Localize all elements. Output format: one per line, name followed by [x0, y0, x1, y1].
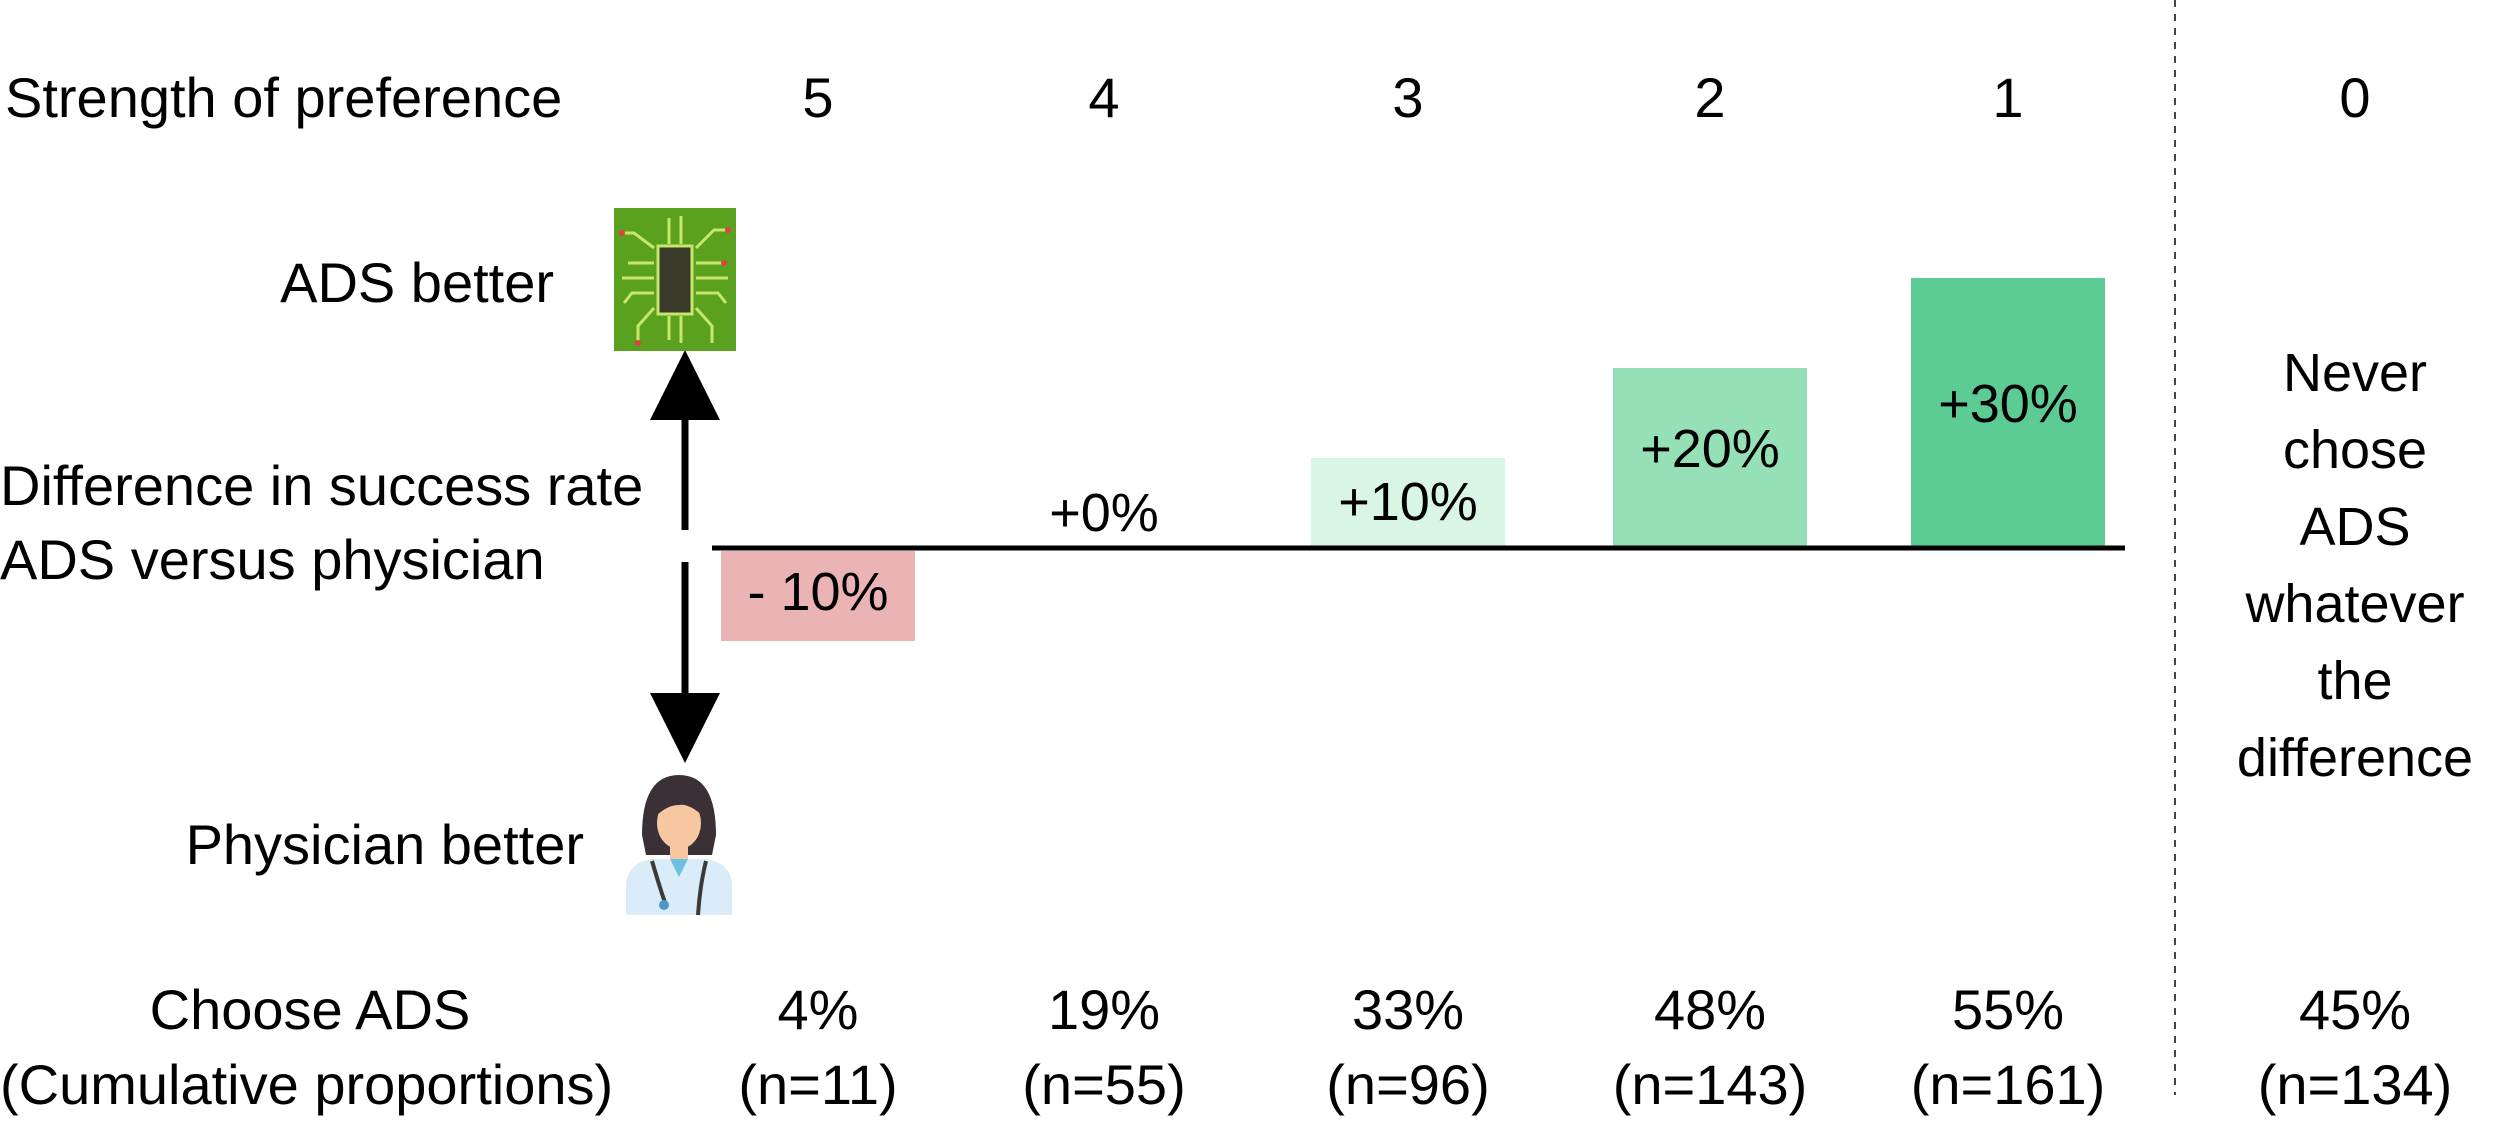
bar: [1911, 278, 2105, 548]
chip-icon: [614, 208, 736, 351]
bar-data-label: +10%: [1338, 472, 1478, 532]
never-chose-line: difference: [2236, 728, 2474, 788]
cumulative-percent-label: 48%: [1653, 978, 1767, 1041]
category-label: 4: [1088, 66, 1120, 129]
count-label: (n=11): [738, 1053, 898, 1116]
count-label: (n=96): [1326, 1053, 1490, 1116]
strength-of-preference-label: Strength of preference: [5, 66, 563, 129]
category-label: 2: [1694, 66, 1726, 129]
cumulative-percent-label: 45%: [2298, 978, 2412, 1041]
choose-ads-label-line1: Choose ADS: [149, 978, 471, 1041]
bar: [1613, 368, 1807, 548]
bar-data-label: +0%: [1049, 483, 1159, 543]
physician-icon: [626, 775, 732, 915]
count-label: (n=55): [1022, 1053, 1186, 1116]
difference-label-line1: Difference in success rate: [0, 454, 644, 517]
count-label: (n=161): [1910, 1053, 2106, 1116]
count-label: (n=143): [1612, 1053, 1808, 1116]
category-label: 5: [802, 66, 834, 129]
never-chose-line: the: [2317, 651, 2393, 711]
never-chose-line: Never: [2282, 343, 2428, 403]
count-label: (n=134): [2257, 1053, 2453, 1116]
category-label: 3: [1392, 66, 1424, 129]
ads-better-label: ADS better: [280, 251, 554, 314]
never-chose-line: whatever: [2245, 574, 2465, 634]
category-label: 1: [1992, 66, 2024, 129]
cumulative-percent-label: 33%: [1351, 978, 1465, 1041]
never-chose-note: Never chose ADS whatever the difference: [2200, 335, 2509, 797]
never-chose-line: ADS: [2299, 497, 2411, 557]
category-label: 0: [2339, 66, 2371, 129]
bar: [721, 551, 915, 641]
difference-label-line2: ADS versus physician: [0, 528, 545, 591]
cumulative-percent-label: 55%: [1951, 978, 2065, 1041]
bar-data-label: +20%: [1640, 419, 1780, 479]
physician-better-label: Physician better: [185, 813, 584, 876]
choose-ads-label-line2: (Cumulative proportions): [0, 1053, 614, 1116]
cumulative-percent-label: 4%: [777, 978, 859, 1041]
bar: [1311, 458, 1505, 548]
cumulative-percent-label: 19%: [1047, 978, 1161, 1041]
bar-data-label: +30%: [1938, 374, 2078, 434]
bar-data-label: - 10%: [747, 562, 889, 622]
never-chose-line: chose: [2282, 420, 2428, 480]
